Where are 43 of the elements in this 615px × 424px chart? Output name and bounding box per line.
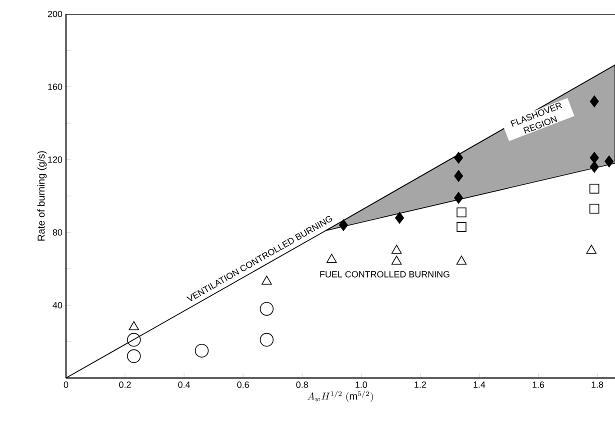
point	[260, 302, 274, 316]
point	[128, 321, 140, 330]
point	[589, 204, 600, 214]
x-tick-label: 0.2	[119, 382, 131, 388]
x-tick-label: 1.4	[474, 382, 486, 388]
point	[454, 152, 464, 164]
point	[260, 332, 274, 347]
point	[456, 222, 466, 232]
point	[194, 344, 209, 358]
point	[326, 254, 337, 263]
point	[454, 192, 464, 204]
y-tick-label: 160	[48, 84, 62, 90]
annotation: FUEL CONTROLLED BURNING	[320, 271, 450, 278]
x-tick-label: 1.8	[592, 382, 604, 388]
point	[589, 184, 600, 194]
x-tick-label: 0.4	[178, 382, 190, 388]
point	[454, 170, 464, 182]
point	[127, 332, 141, 347]
y-tick-label: 40	[52, 302, 62, 308]
point	[395, 212, 404, 224]
point	[391, 244, 402, 254]
point	[338, 219, 348, 231]
x-tick-label: 0.8	[296, 382, 308, 388]
point	[590, 95, 599, 108]
point	[586, 244, 597, 254]
point	[262, 276, 272, 285]
y-axis-title: Rate of burning (g/s)	[37, 151, 47, 241]
y-tick-label: 120	[48, 156, 62, 163]
x-tick-label: 1.2	[414, 382, 426, 388]
x-tick-label: 0	[64, 382, 68, 388]
point	[604, 156, 614, 168]
point	[590, 161, 599, 173]
y-tick-label: 80	[52, 229, 62, 236]
x-tick-label: 1.6	[532, 382, 544, 388]
point	[590, 152, 599, 164]
x-tick-label: 1.0	[356, 382, 368, 388]
point	[456, 256, 467, 265]
point	[391, 256, 402, 265]
x-tick-label: 0.6	[237, 382, 249, 388]
point	[127, 349, 141, 364]
x-axis-title: $A_{w}H^{1/2}\ (\mathrm{m}^{5/2})$	[308, 390, 373, 402]
point	[456, 208, 466, 218]
y-tick-label: 200	[48, 10, 62, 18]
